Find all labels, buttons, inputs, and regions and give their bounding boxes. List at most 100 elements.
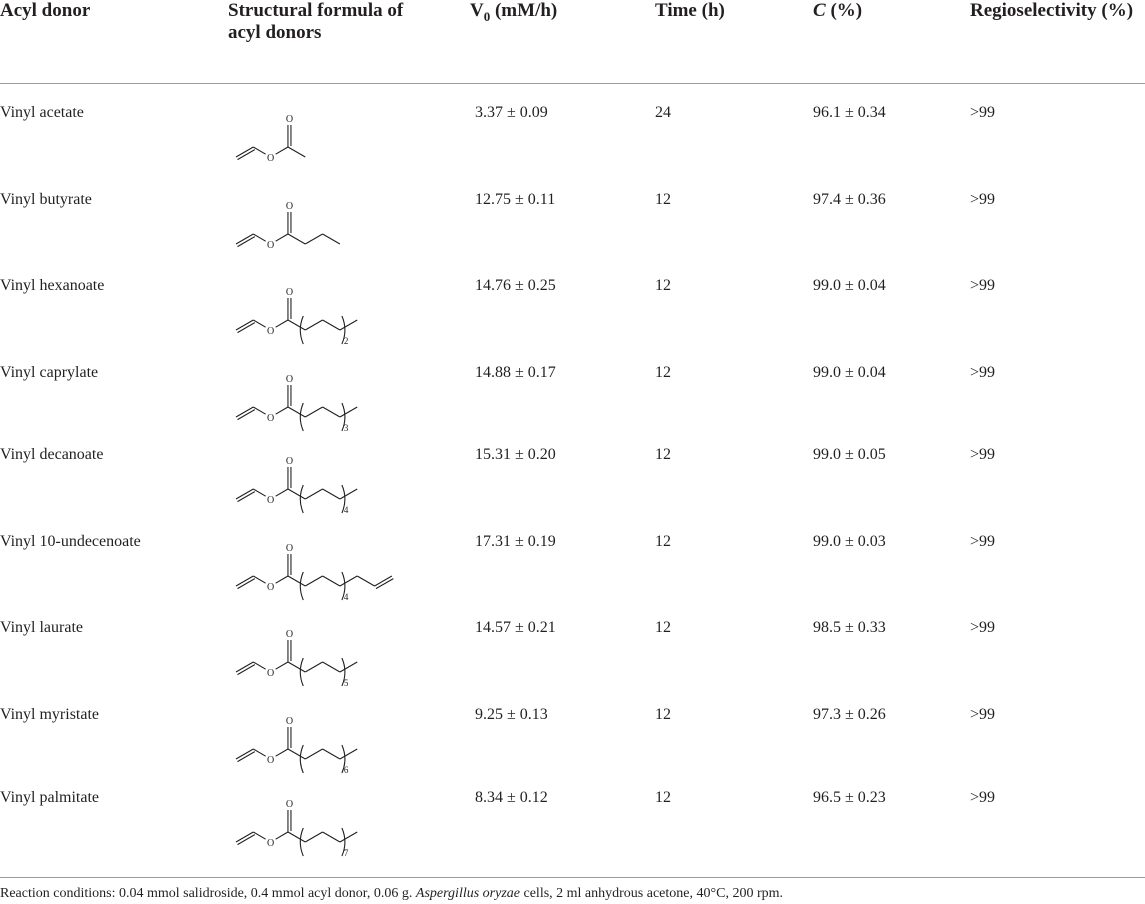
repeat-bracket-left [299,827,304,857]
chain-bond [339,406,358,418]
cell-conversion: 97.3 ± 0.26 [813,706,886,723]
cell-conversion: 98.5 ± 0.33 [813,619,886,636]
cell-acyl-donor: Vinyl laurate [0,619,84,636]
cell-conversion: 96.5 ± 0.23 [813,789,886,806]
repeat-count-label: 7 [344,848,349,858]
chain-bond [339,488,358,500]
chain-bond [339,831,358,843]
vinyl-double-bond [237,664,256,676]
cell-v0: 12.75 ± 0.11 [475,191,556,208]
ester-bond [275,233,289,242]
cell-v0: 14.76 ± 0.25 [475,277,556,294]
structural-formula-4: O O 4 [222,435,422,515]
repeat-bracket-right [341,571,346,601]
chain-bond [287,406,306,418]
cell-conversion: 99.0 ± 0.05 [813,446,886,463]
ester-oxygen-label: O [267,495,274,506]
terminal-vinyl-bond [374,575,393,587]
cell-conversion: 99.0 ± 0.04 [813,364,886,381]
cell-v0: 3.37 ± 0.09 [475,104,548,121]
cell-acyl-donor: Vinyl myristate [0,706,100,723]
ether-bond [253,233,266,242]
chain-bond [305,661,323,673]
carbonyl-oxygen-label: O [286,799,293,810]
cell-time: 12 [655,533,671,550]
repeat-count-label: 4 [344,592,349,602]
ester-bond [275,488,289,497]
cell-time: 12 [655,446,671,463]
carbonyl-oxygen-label: O [286,456,293,467]
header-structural-formula: Structural formula of acyl donors [228,0,404,43]
chain-bond [322,748,341,760]
cell-acyl-donor: Vinyl acetate [0,104,84,121]
structural-formula-5: O O 4 [222,522,422,602]
ether-bond [253,406,266,415]
structure-drawing: O O 7 [235,799,358,858]
vinyl-double-bond [237,236,256,248]
chain-bond [305,488,323,500]
cell-time: 12 [655,277,671,294]
cell-v0: 15.31 ± 0.20 [475,446,556,463]
chain-bond [322,661,341,673]
cell-time: 24 [655,104,671,121]
vinyl-double-bond [237,322,256,334]
table-footnote: Reaction conditions: 0.04 mmol salidrosi… [0,885,783,903]
cell-acyl-donor: Vinyl 10-undecenoate [0,533,141,550]
vinyl-bond [235,661,254,673]
cell-v0: 14.88 ± 0.17 [475,364,556,381]
cell-acyl-donor: Vinyl palmitate [0,789,100,806]
vinyl-bond [235,748,254,760]
footer-rule [0,877,1145,878]
cell-time: 12 [655,191,671,208]
ester-oxygen-label: O [267,240,274,251]
structural-formula-3: O O 3 [222,353,422,433]
ether-bond [253,146,266,155]
structural-formula-6: O O 5 [222,608,422,688]
repeat-bracket-left [299,744,304,774]
chain-bond [287,831,306,843]
repeat-bracket-left [299,402,304,432]
structure-drawing: O O 4 [235,456,358,515]
cell-acyl-donor: Vinyl caprylate [0,364,99,381]
header-v0: V0 (mM/h) [470,0,557,28]
carbonyl-oxygen-label: O [286,287,293,298]
structural-formula-8: O O 7 [222,778,422,858]
structure-drawing: O O 5 [235,629,358,688]
carbonyl-oxygen-label: O [286,629,293,640]
cell-conversion: 99.0 ± 0.04 [813,277,886,294]
cell-acyl-donor: Vinyl hexanoate [0,277,105,294]
vinyl-bond [235,406,254,418]
ester-oxygen-label: O [267,755,274,766]
ether-bond [253,488,266,497]
chain-bond [287,319,306,331]
vinyl-double-bond [237,751,256,763]
chain-bond [322,406,341,418]
cell-regioselectivity: >99 [970,104,996,121]
cell-time: 12 [655,619,671,636]
carbonyl-oxygen-label: O [286,114,293,125]
cell-v0: 8.34 ± 0.12 [475,789,548,806]
cell-regioselectivity: >99 [970,191,996,208]
ester-bond [275,661,289,670]
ester-oxygen-label: O [267,153,274,164]
structure-drawing: O O 4 [235,543,394,602]
chain-bond [305,319,323,331]
cell-conversion: 96.1 ± 0.34 [813,104,886,121]
repeat-count-label: 6 [344,765,349,775]
chain-bond [322,233,341,245]
ester-bond [275,575,289,584]
cell-regioselectivity: >99 [970,364,996,381]
header-acyl-donor: Acyl donor [0,0,91,21]
chain-bond [287,575,306,587]
chain-bond [322,831,341,843]
structural-formula-7: O O 6 [222,695,422,775]
ester-bond [275,319,289,328]
chain-bond [322,488,341,500]
repeat-count-label: 5 [344,678,349,688]
repeat-count-label: 3 [344,423,349,433]
cell-regioselectivity: >99 [970,706,996,723]
repeat-count-label: 4 [344,505,349,515]
chain-bond [339,575,358,587]
repeat-bracket-right [341,484,346,514]
